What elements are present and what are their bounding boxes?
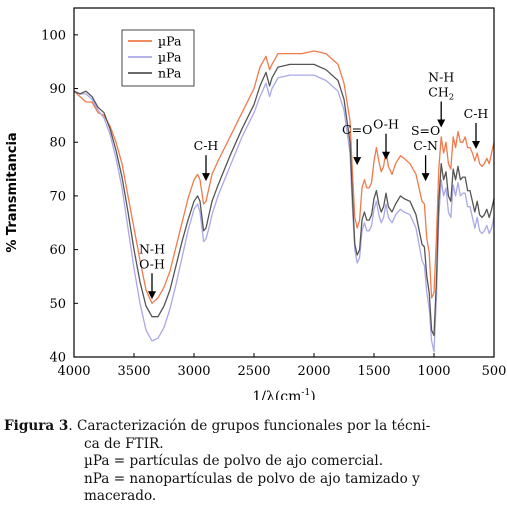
x-tick-label: 500	[482, 364, 507, 379]
annotation-label: CH2	[428, 84, 454, 102]
y-tick-label: 80	[49, 136, 66, 151]
plot-frame	[73, 7, 495, 358]
legend-label-3: nPa	[158, 66, 182, 81]
x-tick-label: 1500	[357, 364, 390, 379]
caption-text-1: . Caracterización de grupos funcionales …	[68, 418, 431, 434]
y-axis-label: % Transmitancia	[5, 132, 20, 252]
annotation-label: C=O	[342, 122, 372, 137]
caption-label: Figura 3	[4, 418, 69, 434]
x-tick-label: 2000	[297, 364, 330, 379]
x-tick-label: 3000	[177, 364, 210, 379]
y-tick-label: 60	[49, 243, 66, 258]
annotation-arrow-head	[382, 151, 390, 160]
annotation-label: N-H	[139, 241, 165, 256]
annotation-arrow-head	[421, 173, 430, 182]
annotation-arrow-head	[472, 140, 480, 149]
y-tick-label: 70	[49, 189, 66, 204]
annotation-label: O-H	[373, 117, 399, 132]
x-tick-label: 4000	[57, 364, 90, 379]
annotation-label: C-H	[194, 138, 219, 153]
legend-label-1: µPa	[158, 34, 182, 49]
caption-line-4: nPa = nanopartículas de polvo de ajo tam…	[84, 470, 420, 487]
x-tick-label: 1000	[417, 364, 450, 379]
y-tick-label: 50	[49, 297, 66, 312]
annotation-label: C-N	[413, 138, 438, 153]
figure-caption: Figura 3. Caracterización de grupos func…	[4, 418, 504, 506]
x-tick-label: 2500	[237, 364, 270, 379]
annotation-label: N-H	[428, 69, 454, 84]
annotation-arrow-head	[202, 173, 210, 182]
annotation-label: O-H	[139, 256, 165, 271]
series-line-3	[73, 63, 495, 337]
annotation-arrow-head	[353, 157, 362, 166]
annotation-arrow-head	[437, 119, 446, 128]
series-line-2	[73, 74, 495, 353]
annotation-arrow-head	[148, 291, 156, 300]
x-axis-label: 1/λ(cm-1)	[252, 388, 315, 400]
annotation-label: C-H	[464, 106, 489, 121]
caption-line-1: Figura 3. Caracterización de grupos func…	[4, 418, 504, 436]
caption-line-2: ca de FTIR.	[84, 435, 164, 452]
y-tick-label: 40	[49, 351, 66, 366]
caption-line-3: µPa = partículas de polvo de ajo comerci…	[84, 453, 384, 470]
caption-line-5: macerado.	[84, 488, 157, 505]
legend-box	[121, 29, 195, 87]
y-tick-label: 100	[41, 28, 66, 43]
series-line-1	[73, 50, 495, 304]
x-tick-label: 3500	[117, 364, 150, 379]
annotation-label: S=O	[411, 123, 440, 138]
ftir-chart: 4000 3500 3000 2500 2000 1500 1000 500 40 50 60 70 8…	[5, 7, 507, 400]
legend-label-2: µPa	[158, 50, 182, 65]
y-tick-label: 90	[49, 82, 66, 97]
